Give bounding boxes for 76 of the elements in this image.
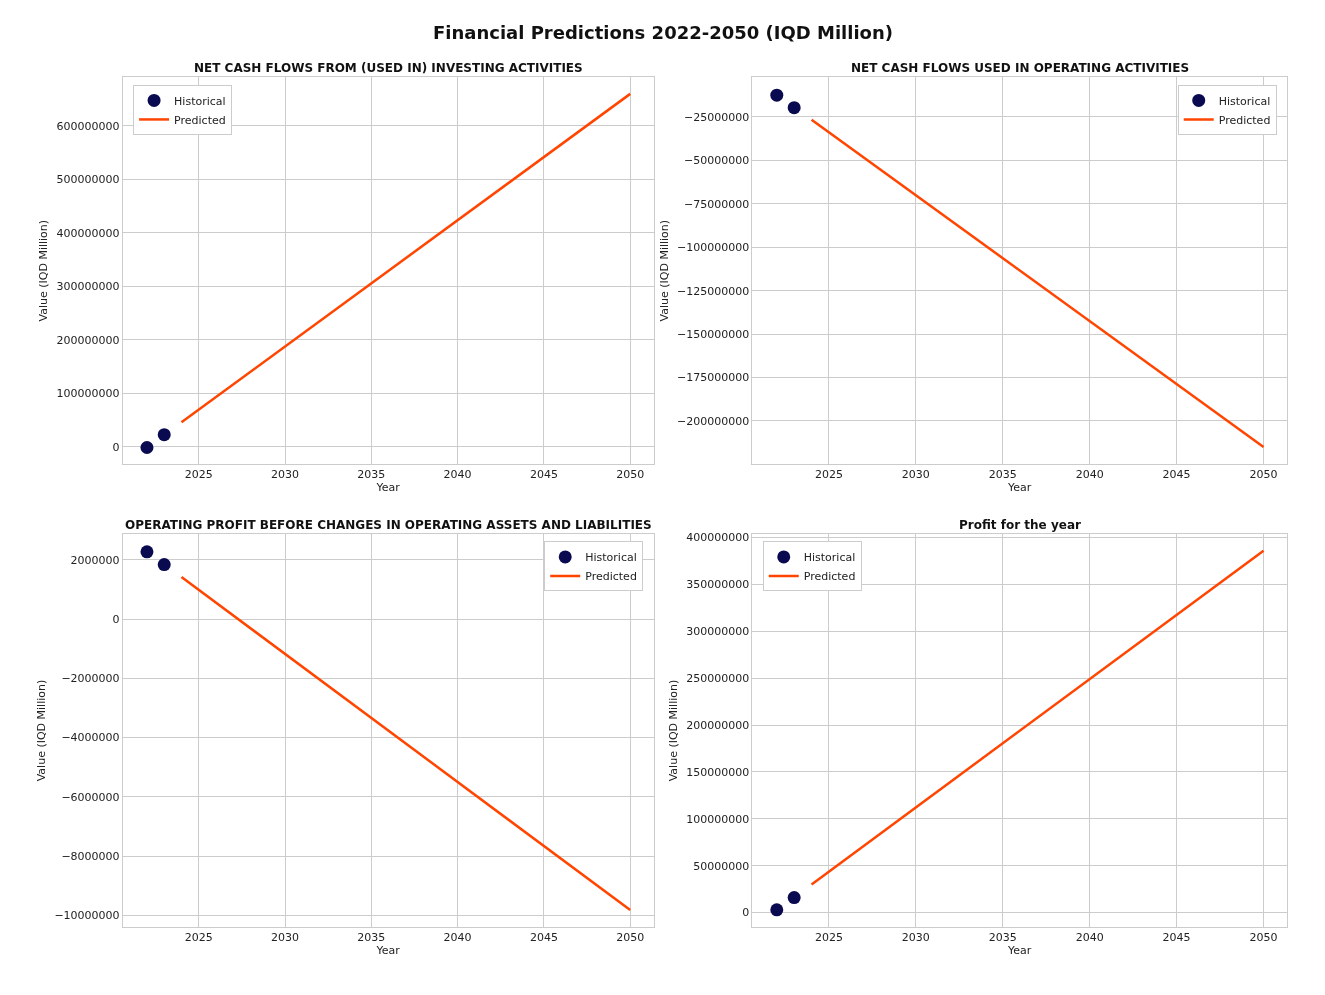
legend-label: Historical xyxy=(1218,94,1271,108)
y-tick-label: 200000000 xyxy=(56,333,120,347)
x-tick-label: 2050 xyxy=(616,468,645,482)
legend-label: Predicted xyxy=(585,570,637,584)
x-tick-label: 2025 xyxy=(184,468,213,482)
chart-title: NET CASH FLOWS USED IN OPERATING ACTIVITIES xyxy=(851,61,1190,75)
legend-label: Predicted xyxy=(803,570,856,584)
legend-label: Predicted xyxy=(174,113,226,127)
x-tick-label: 2040 xyxy=(443,931,472,945)
y-tick-label: 200000000 xyxy=(686,718,750,732)
x-tick-label: 2045 xyxy=(529,931,558,945)
y-axis-title: Value (IQD Million) xyxy=(35,679,49,782)
y-tick-label: 250000000 xyxy=(686,672,750,686)
y-tick-label: 500000000 xyxy=(56,173,120,187)
y-tick-label: 300000000 xyxy=(686,625,750,639)
legend-label: Historical xyxy=(174,94,226,108)
y-tick-label: −2000000 xyxy=(61,672,120,686)
x-axis-title: Year xyxy=(1007,481,1032,495)
y-tick-label: −150000000 xyxy=(677,327,750,341)
x-tick-label: 2030 xyxy=(271,468,300,482)
y-tick-label: 0 xyxy=(742,906,750,920)
x-tick-label: 2035 xyxy=(357,931,386,945)
y-tick-label: −125000000 xyxy=(677,284,750,298)
y-tick-label: 600000000 xyxy=(56,119,120,133)
x-axis-title: Year xyxy=(375,481,401,495)
y-tick-label: 350000000 xyxy=(686,578,750,592)
legend-label: Historical xyxy=(803,551,856,565)
legend-label: Predicted xyxy=(1218,113,1271,127)
legend-label: Historical xyxy=(585,551,637,565)
x-tick-label: 2025 xyxy=(814,468,843,482)
x-tick-label: 2035 xyxy=(988,931,1017,945)
x-tick-label: 2045 xyxy=(529,468,558,482)
x-tick-label: 2040 xyxy=(443,468,472,482)
y-tick-label: −50000000 xyxy=(684,154,750,168)
x-tick-label: 2045 xyxy=(1162,931,1191,945)
x-tick-label: 2030 xyxy=(901,468,930,482)
x-tick-label: 2040 xyxy=(1075,468,1104,482)
y-tick-label: 0 xyxy=(112,612,120,626)
chart-title: Profit for the year xyxy=(959,518,1081,532)
y-tick-label: −8000000 xyxy=(61,849,120,863)
y-tick-label: 2000000 xyxy=(70,553,120,567)
y-tick-label: −200000000 xyxy=(677,414,750,428)
y-tick-label: −10000000 xyxy=(54,909,120,923)
y-tick-label: 50000000 xyxy=(693,859,750,873)
x-tick-label: 2050 xyxy=(616,931,645,945)
y-axis-title: Value (IQD Million) xyxy=(666,679,680,782)
x-tick-label: 2040 xyxy=(1075,931,1104,945)
y-tick-label: −175000000 xyxy=(677,371,750,385)
x-tick-label: 2035 xyxy=(988,468,1017,482)
y-tick-label: 100000000 xyxy=(686,812,750,826)
chart-title: NET CASH FLOWS FROM (USED IN) INVESTING ACTIVITIES xyxy=(194,61,583,75)
x-tick-label: 2025 xyxy=(184,931,213,945)
y-tick-label: −25000000 xyxy=(684,110,750,124)
y-axis-title: Value (IQD Million) xyxy=(37,219,51,322)
x-tick-label: 2035 xyxy=(357,468,386,482)
x-axis-title: Year xyxy=(1007,944,1032,958)
x-axis-title: Year xyxy=(375,944,401,958)
text: Financial Predictions 2022-2050 (IQD Million) xyxy=(433,22,893,43)
y-tick-label: 100000000 xyxy=(56,387,120,401)
x-tick-label: 2030 xyxy=(901,931,930,945)
chart-title: OPERATING PROFIT BEFORE CHANGES IN OPERATING ASSETS AND LIABILITIES xyxy=(125,518,652,532)
x-tick-label: 2030 xyxy=(271,931,300,945)
y-tick-label: 150000000 xyxy=(686,765,750,779)
x-tick-label: 2045 xyxy=(1162,468,1191,482)
x-tick-label: 2025 xyxy=(814,931,843,945)
y-tick-label: −4000000 xyxy=(61,731,120,745)
y-tick-label: 400000000 xyxy=(56,226,120,240)
y-tick-label: −100000000 xyxy=(677,241,750,255)
y-tick-label: 0 xyxy=(112,440,120,454)
y-axis-title: Value (IQD Million) xyxy=(657,219,671,322)
x-tick-label: 2050 xyxy=(1249,931,1278,945)
y-tick-label: −6000000 xyxy=(61,790,120,804)
y-tick-label: 300000000 xyxy=(56,280,120,294)
x-tick-label: 2050 xyxy=(1249,468,1278,482)
y-tick-label: 400000000 xyxy=(686,531,750,545)
y-tick-label: −75000000 xyxy=(684,197,750,211)
